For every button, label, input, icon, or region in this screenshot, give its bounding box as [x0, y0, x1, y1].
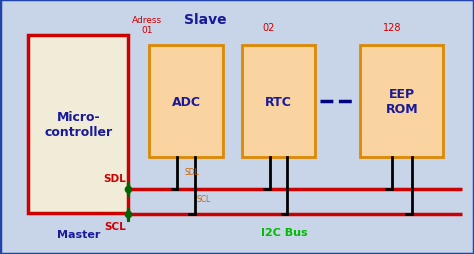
- Text: Adress
01: Adress 01: [132, 16, 162, 35]
- Text: SCL: SCL: [104, 221, 126, 231]
- Text: SCL: SCL: [196, 194, 210, 203]
- Bar: [242, 46, 315, 157]
- Text: 02: 02: [263, 23, 275, 33]
- Text: Micro-
controller: Micro- controller: [44, 110, 112, 138]
- Bar: [360, 46, 443, 157]
- Bar: [28, 36, 128, 213]
- Text: SDL: SDL: [184, 168, 199, 177]
- Text: ADC: ADC: [172, 95, 201, 108]
- Text: RTC: RTC: [265, 95, 292, 108]
- Text: Slave: Slave: [184, 13, 226, 27]
- Bar: [149, 46, 223, 157]
- Text: SDL: SDL: [103, 173, 126, 183]
- Text: Master: Master: [56, 229, 100, 239]
- Text: I2C Bus: I2C Bus: [261, 227, 308, 237]
- Text: 128: 128: [383, 23, 401, 33]
- Text: EEP
ROM: EEP ROM: [385, 88, 418, 116]
